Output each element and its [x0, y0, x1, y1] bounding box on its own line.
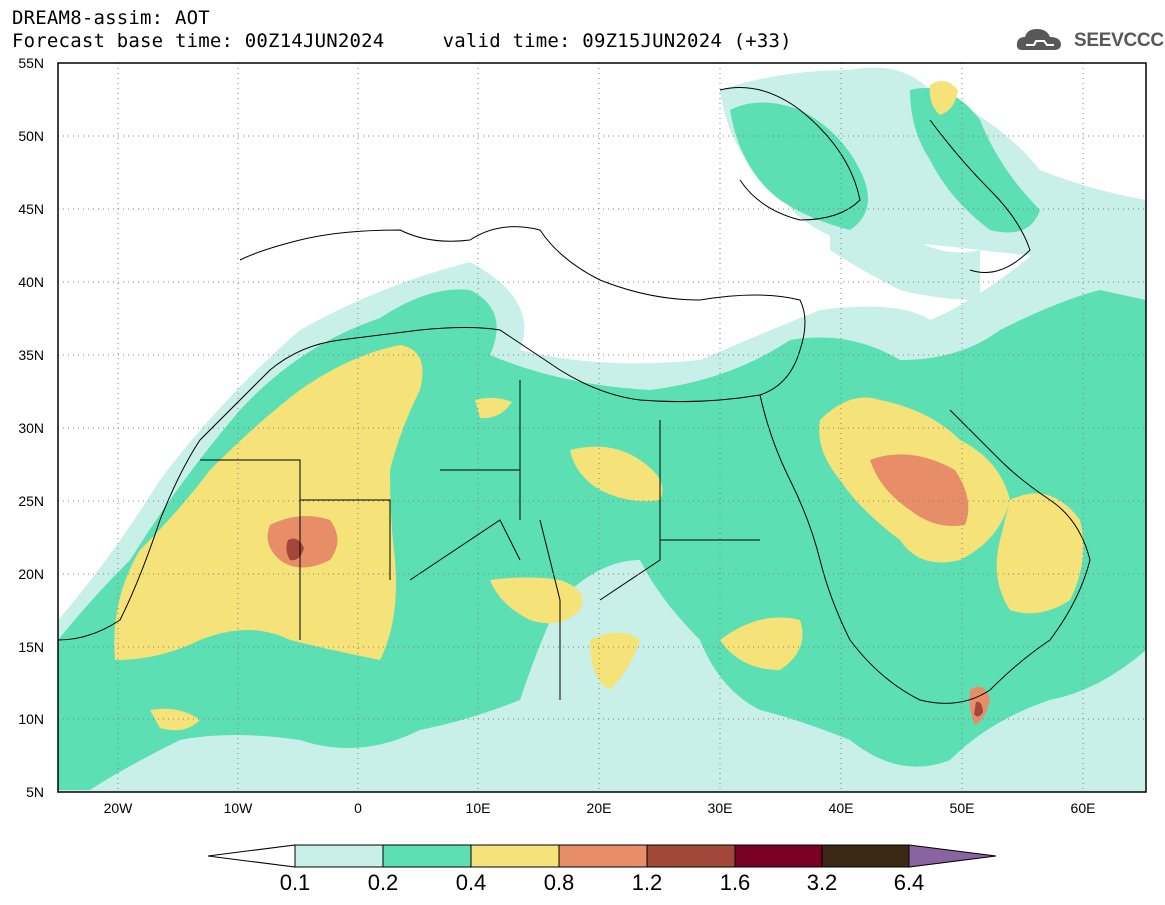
- lat-tick-label: 25N: [18, 493, 44, 509]
- colorbar-label: 0.2: [367, 870, 399, 895]
- colorbar-swatch: [821, 844, 910, 868]
- lon-labels: 20W 10W 0 10E 20E 30E 40E 50E 60E: [104, 800, 1096, 816]
- colorbar-swatch: [646, 844, 736, 868]
- colorbar-over-arrow: [908, 844, 997, 868]
- colorbar-under-arrow: [207, 844, 296, 868]
- colorbar-swatch: [470, 844, 560, 868]
- aot-field: [58, 67, 1146, 792]
- logo-text: SEEVCCC: [1074, 30, 1164, 51]
- lat-labels: 5N 10N 15N 20N 25N 30N 35N 40N 45N 50N 5…: [18, 55, 44, 800]
- colorbar: [207, 844, 997, 868]
- lon-tick-label: 50E: [950, 800, 975, 816]
- colorbar-label: 0.4: [455, 870, 487, 895]
- lat-tick-label: 10N: [18, 711, 44, 727]
- lat-tick-label: 55N: [18, 55, 44, 71]
- colorbar-swatch: [558, 844, 648, 868]
- colorbar-swatch: [734, 844, 823, 868]
- colorbar-label: 3.2: [806, 870, 838, 895]
- lat-tick-label: 35N: [18, 347, 44, 363]
- lat-tick-label: 5N: [26, 784, 44, 800]
- map-title: DREAM8-assim: AOT: [12, 7, 210, 29]
- lon-tick-label: 40E: [829, 800, 854, 816]
- lon-tick-label: 10W: [224, 800, 254, 816]
- colorbar-label: 0.1: [279, 870, 311, 895]
- lat-tick-label: 30N: [18, 420, 44, 436]
- colorbar-swatch: [294, 844, 384, 868]
- lon-tick-label: 20W: [104, 800, 134, 816]
- lon-tick-label: 20E: [587, 800, 612, 816]
- map-subtitle: Forecast base time: 00Z14JUN2024 valid t…: [12, 30, 792, 52]
- lon-tick-label: 60E: [1071, 800, 1096, 816]
- colorbar-swatch: [382, 844, 472, 868]
- lat-tick-label: 15N: [18, 639, 44, 655]
- colorbar-label: 0.8: [543, 870, 575, 895]
- colorbar-label: 1.6: [719, 870, 751, 895]
- lon-tick-label: 10E: [466, 800, 491, 816]
- colorbar-label: 1.2: [631, 870, 663, 895]
- coastlines: [58, 87, 1091, 704]
- map-frame: [57, 62, 1147, 793]
- cloud-icon: [1016, 29, 1061, 50]
- lat-tick-label: 40N: [18, 274, 44, 290]
- aot-band-0.8-1.2: [267, 454, 990, 725]
- lat-tick-label: 50N: [18, 128, 44, 144]
- lon-tick-label: 0: [354, 800, 362, 816]
- lat-tick-label: 20N: [18, 566, 44, 582]
- lon-tick-label: 30E: [708, 800, 733, 816]
- colorbar-label: 6.4: [893, 870, 925, 895]
- lat-tick-label: 45N: [18, 201, 44, 217]
